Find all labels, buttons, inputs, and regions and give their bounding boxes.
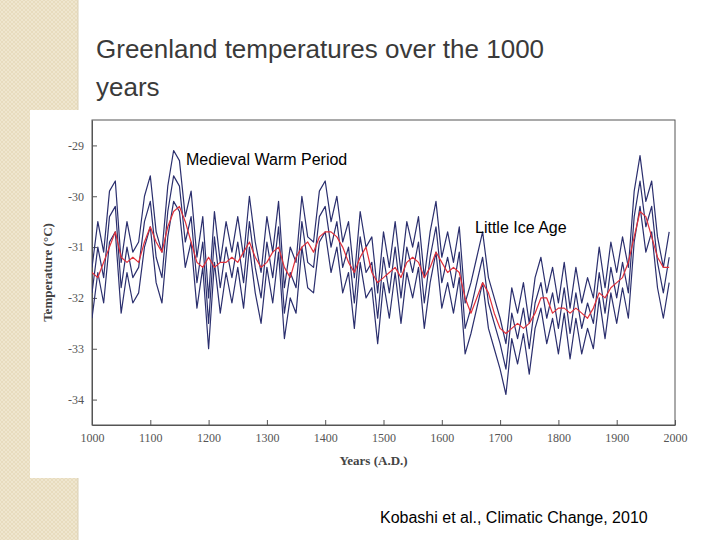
- x-tick-label: 1600: [430, 431, 454, 445]
- y-tick-mark: [92, 196, 97, 197]
- series-line: [92, 176, 669, 369]
- x-tick-label: 1900: [605, 431, 629, 445]
- x-tick: 1200: [197, 420, 221, 445]
- x-tick-label: 1200: [197, 431, 221, 445]
- x-axis-title: Years (A.D.): [339, 453, 407, 468]
- x-tick: 1400: [314, 420, 338, 445]
- x-tick-mark: [675, 420, 676, 425]
- x-tick-label: 1100: [139, 431, 163, 445]
- y-tick: -31: [68, 240, 97, 254]
- x-tick-label: 1300: [255, 431, 279, 445]
- x-axis-line: [93, 425, 676, 426]
- annotation: Medieval Warm Period: [186, 151, 347, 168]
- x-tick: 1700: [489, 420, 513, 445]
- x-tick: 1300: [255, 420, 279, 445]
- y-tick: -30: [68, 190, 97, 204]
- y-tick: -29: [68, 139, 97, 153]
- y-tick-label: -32: [68, 291, 84, 305]
- annotation: Little Ice Age: [475, 219, 567, 236]
- y-tick-label: -34: [68, 393, 84, 407]
- x-tick-label: 1000: [81, 431, 105, 445]
- y-tick-label: -30: [68, 190, 84, 204]
- slide-title: Greenland temperatures over the 1000year…: [96, 34, 544, 102]
- x-tick-mark: [325, 420, 326, 425]
- x-tick: 1100: [139, 420, 163, 445]
- x-tick: 1800: [547, 420, 571, 445]
- x-tick-mark: [267, 420, 268, 425]
- y-tick-label: -33: [68, 342, 84, 356]
- plot-frame: [92, 120, 675, 425]
- x-tick: 1500: [372, 420, 396, 445]
- y-tick-label: -29: [68, 139, 84, 153]
- x-tick-mark: [617, 420, 618, 425]
- x-tick-mark: [442, 420, 443, 425]
- plot-area: [92, 151, 669, 395]
- x-tick-mark: [150, 420, 151, 425]
- chart-background: [30, 110, 692, 478]
- slide-canvas: Greenland temperatures over the 1000year…: [0, 0, 720, 540]
- source-note: Kobashi et al., Climatic Change, 2010: [380, 509, 648, 526]
- y-tick: -34: [68, 393, 97, 407]
- x-tick-mark: [558, 420, 559, 425]
- y-tick-mark: [92, 349, 97, 350]
- x-tick-mark: [209, 420, 210, 425]
- y-tick: -33: [68, 342, 97, 356]
- x-tick-label: 2000: [664, 431, 688, 445]
- y-tick: -32: [68, 291, 97, 305]
- slide: Greenland temperatures over the 1000year…: [0, 0, 720, 540]
- y-tick-mark: [92, 145, 97, 146]
- x-tick-label: 1400: [314, 431, 338, 445]
- y-tick-mark: [92, 400, 97, 401]
- x-tick-label: 1700: [489, 431, 513, 445]
- x-tick: 2000: [664, 420, 688, 445]
- x-tick-mark: [384, 420, 385, 425]
- y-axis-title: Temperature (°C): [40, 223, 55, 322]
- x-tick: 1600: [430, 420, 454, 445]
- x-axis: 1000 1100 1200 1300 1400 1500 1600 1700 1800 1900…: [81, 420, 688, 445]
- series-line: [92, 201, 669, 394]
- x-tick: 1900: [605, 420, 629, 445]
- x-tick-mark: [500, 420, 501, 425]
- y-tick-label: -31: [68, 240, 84, 254]
- x-tick-label: 1500: [372, 431, 396, 445]
- x-tick-label: 1800: [547, 431, 571, 445]
- series-line: [92, 206, 669, 333]
